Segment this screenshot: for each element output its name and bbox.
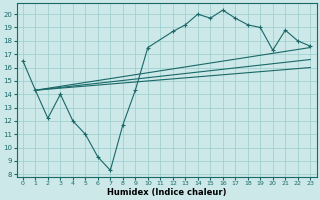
X-axis label: Humidex (Indice chaleur): Humidex (Indice chaleur)	[107, 188, 226, 197]
